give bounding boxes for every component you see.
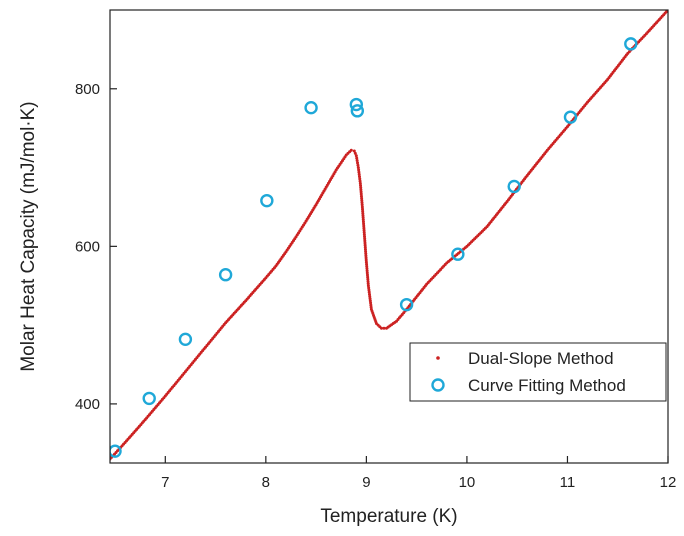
curve-fitting-point bbox=[260, 193, 274, 208]
curve-fitting-point bbox=[507, 179, 521, 194]
legend-marker-curve-fitting bbox=[431, 378, 445, 392]
dual-slope-point bbox=[366, 275, 370, 279]
curve-fitting-point bbox=[110, 444, 122, 458]
dual-slope-point bbox=[358, 179, 362, 183]
dual-slope-point bbox=[363, 241, 367, 245]
dual-slope-point bbox=[356, 166, 360, 170]
x-tick-label: 9 bbox=[362, 474, 370, 491]
dual-slope-point bbox=[379, 326, 383, 330]
dual-slope-point bbox=[349, 148, 353, 152]
dual-slope-point bbox=[365, 273, 369, 277]
y-tick-label: 600 bbox=[75, 238, 100, 255]
dual-slope-point bbox=[365, 269, 369, 273]
legend-marker-dual-slope bbox=[436, 356, 440, 360]
dual-slope-point bbox=[355, 156, 359, 160]
legend-label-dual-slope: Dual-Slope Method bbox=[468, 349, 614, 368]
dual-slope-point bbox=[358, 181, 362, 185]
y-tick-label: 400 bbox=[75, 396, 100, 413]
dual-slope-point bbox=[360, 203, 364, 207]
dual-slope-point bbox=[365, 262, 369, 266]
dual-slope-point bbox=[359, 186, 363, 190]
ticks-layer: 7 8 9 10 11 12 400 600 800 bbox=[75, 81, 676, 491]
dual-slope-point bbox=[365, 267, 369, 271]
dual-slope-point bbox=[357, 175, 361, 179]
dual-slope-point bbox=[360, 201, 364, 205]
curve-fitting-point bbox=[350, 104, 365, 118]
x-tick-label: 11 bbox=[560, 474, 576, 491]
curve-fitting-point bbox=[399, 297, 414, 312]
series-dual-slope bbox=[110, 10, 668, 461]
legend-box bbox=[409, 342, 667, 402]
dual-slope-point bbox=[365, 264, 369, 268]
dual-slope-point bbox=[356, 163, 360, 167]
dual-slope-point bbox=[359, 192, 363, 196]
dual-slope-point bbox=[360, 199, 364, 203]
plot-frame bbox=[109, 9, 669, 464]
x-tick-label: 10 bbox=[459, 474, 476, 491]
dual-slope-point bbox=[359, 194, 363, 198]
dual-slope-point bbox=[359, 190, 363, 194]
dual-slope-point bbox=[358, 177, 362, 181]
curve-fitting-point bbox=[451, 247, 465, 261]
dual-slope-point bbox=[354, 154, 358, 158]
dual-slope-point bbox=[356, 161, 360, 165]
dual-slope-point bbox=[366, 277, 370, 281]
curve-fitting-point bbox=[349, 97, 364, 112]
curve-fitting-point bbox=[563, 110, 578, 124]
y-axis-title: Molar Heat Capacity (mJ/mol·K) bbox=[18, 101, 39, 371]
y-tick-label: 800 bbox=[75, 81, 100, 98]
dual-slope-point bbox=[352, 149, 356, 153]
dual-slope-point bbox=[357, 168, 361, 172]
dual-slope-point bbox=[357, 172, 361, 176]
x-tick-label: 12 bbox=[660, 474, 677, 491]
legend: Dual-Slope Method Curve Fitting Method bbox=[409, 342, 667, 402]
dual-slope-point bbox=[360, 196, 364, 200]
dual-slope-point bbox=[365, 271, 369, 275]
x-tick-label: 8 bbox=[262, 474, 270, 491]
dual-slope-point bbox=[366, 279, 370, 283]
dual-slope-point bbox=[359, 188, 363, 192]
dual-slope-point bbox=[361, 220, 365, 224]
dual-slope-point bbox=[357, 170, 361, 174]
dual-slope-point bbox=[355, 158, 359, 162]
curve-fitting-point bbox=[218, 268, 233, 282]
dual-slope-point bbox=[359, 183, 363, 187]
curve-fitting-point bbox=[624, 37, 638, 51]
curve-fitting-point bbox=[178, 332, 193, 347]
dual-slope-point bbox=[364, 260, 368, 264]
legend-label-curve-fitting: Curve Fitting Method bbox=[468, 376, 626, 395]
dual-slope-point bbox=[382, 326, 386, 330]
curve-fitting-point bbox=[142, 391, 156, 406]
x-tick-label: 7 bbox=[161, 474, 169, 491]
dual-slope-point bbox=[353, 151, 357, 155]
x-axis-title: Temperature (K) bbox=[320, 506, 457, 527]
dual-slope-point bbox=[366, 282, 370, 286]
curve-fitting-point bbox=[304, 100, 318, 115]
series-curve-fitting bbox=[110, 37, 638, 458]
series-layer bbox=[110, 10, 668, 461]
